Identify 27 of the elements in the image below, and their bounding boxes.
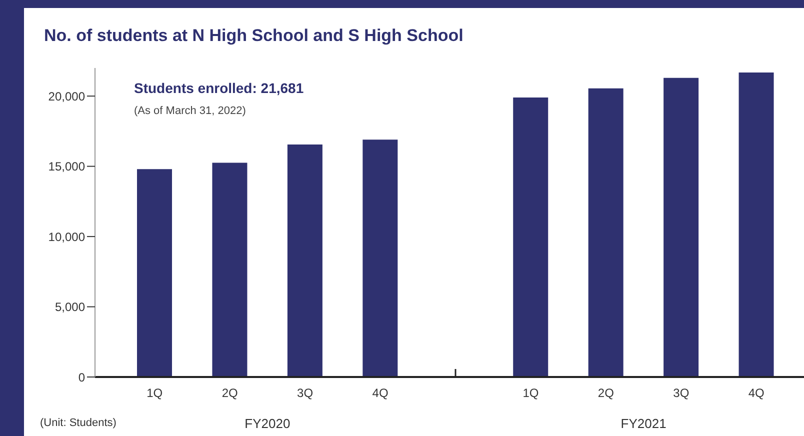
text: (Unit: Students) bbox=[40, 417, 116, 429]
x-tick-label: 3Q bbox=[673, 386, 690, 400]
x-tick-label: 3Q bbox=[297, 386, 314, 400]
y-tick-label: 10,000 bbox=[48, 230, 86, 244]
y-tick-label: 5,000 bbox=[54, 300, 86, 314]
annotation: Students enrolled: 21,681 bbox=[134, 80, 304, 96]
bar bbox=[212, 162, 248, 377]
annotation: (As of March 31, 2022) bbox=[134, 105, 246, 117]
bar bbox=[664, 78, 699, 377]
x-tick-label: 4Q bbox=[372, 386, 388, 400]
y-tick-label: 0 bbox=[78, 370, 86, 384]
x-tick-label: 4Q bbox=[748, 386, 764, 400]
chart-title: No. of students at N High School and S High School bbox=[44, 26, 464, 46]
x-tick-label: 2Q bbox=[598, 386, 614, 400]
text: FY2020 bbox=[244, 416, 292, 431]
bar bbox=[287, 144, 322, 377]
x-tick-label: 1Q bbox=[146, 386, 163, 400]
bar bbox=[588, 88, 624, 377]
bar bbox=[362, 140, 398, 377]
y-tick-label: 15,000 bbox=[48, 160, 86, 174]
bar bbox=[513, 97, 548, 377]
bar bbox=[137, 169, 172, 377]
text: FY2021 bbox=[620, 416, 668, 431]
x-tick-label: 1Q bbox=[522, 386, 539, 400]
x-tick-label: 2Q bbox=[222, 386, 238, 400]
bar bbox=[738, 72, 774, 377]
y-tick-label: 20,000 bbox=[48, 89, 86, 104]
